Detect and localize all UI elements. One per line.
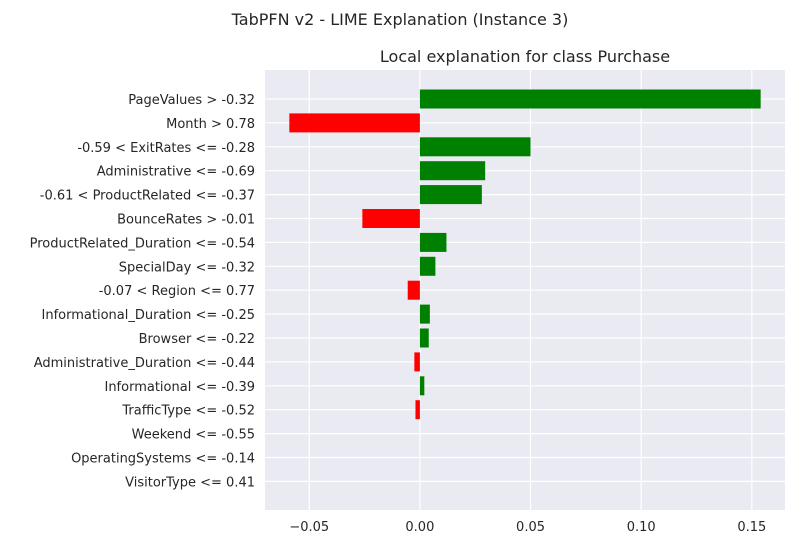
x-tick-label: 0.05: [516, 520, 545, 535]
bar: [419, 161, 486, 181]
y-tick-labels: PageValues > -0.32 Month > 0.78 -0.59 < Ex…: [30, 93, 255, 490]
bar: [407, 280, 420, 300]
y-tick-label: OperatingSystems <= -0.14: [71, 452, 255, 467]
chart-title: Local explanation for class Purchase: [380, 47, 670, 66]
y-tick-label: Browser <= -0.22: [139, 332, 255, 347]
y-tick-label: Administrative_Duration <= -0.44: [34, 356, 255, 371]
bar: [419, 256, 436, 276]
y-tick-label: Informational_Duration <= -0.25: [42, 308, 255, 323]
y-tick-label: Weekend <= -0.55: [132, 428, 255, 443]
x-tick-labels: −0.05 0.00 0.05 0.10 0.15: [289, 520, 766, 535]
bar: [414, 352, 420, 372]
x-tick-label: 0.10: [627, 520, 656, 535]
y-tick-label: BounceRates > -0.01: [117, 213, 255, 228]
bar: [289, 113, 420, 133]
bar: [415, 400, 420, 420]
bars: [289, 89, 761, 420]
y-tick-label: VisitorType <= 0.41: [125, 475, 255, 490]
bar: [419, 137, 531, 157]
y-tick-label: -0.59 < ExitRates <= -0.28: [77, 141, 255, 156]
x-tick-label: 0.15: [737, 520, 766, 535]
y-tick-label: -0.61 < ProductRelated <= -0.37: [40, 189, 255, 204]
y-tick-label: SpecialDay <= -0.32: [119, 260, 255, 275]
bar: [419, 185, 482, 205]
bar: [362, 209, 420, 228]
figure-suptitle: TabPFN v2 - LIME Explanation (Instance 3…: [231, 10, 569, 29]
y-tick-label: PageValues > -0.32: [128, 93, 255, 108]
bar: [419, 304, 430, 324]
x-tick-label: 0.00: [405, 520, 434, 535]
y-tick-label: Administrative <= -0.69: [97, 165, 255, 180]
y-tick-label: TrafficType <= -0.52: [121, 404, 255, 419]
bar: [419, 328, 429, 348]
bar: [419, 89, 761, 109]
bar: [419, 376, 425, 396]
x-tick-label: −0.05: [289, 520, 329, 535]
y-tick-label: Informational <= -0.39: [104, 380, 255, 395]
y-tick-label: ProductRelated_Duration <= -0.54: [30, 236, 255, 251]
y-tick-label: -0.07 < Region <= 0.77: [99, 284, 255, 299]
y-tick-label: Month > 0.78: [166, 117, 255, 132]
bar: [419, 232, 447, 252]
